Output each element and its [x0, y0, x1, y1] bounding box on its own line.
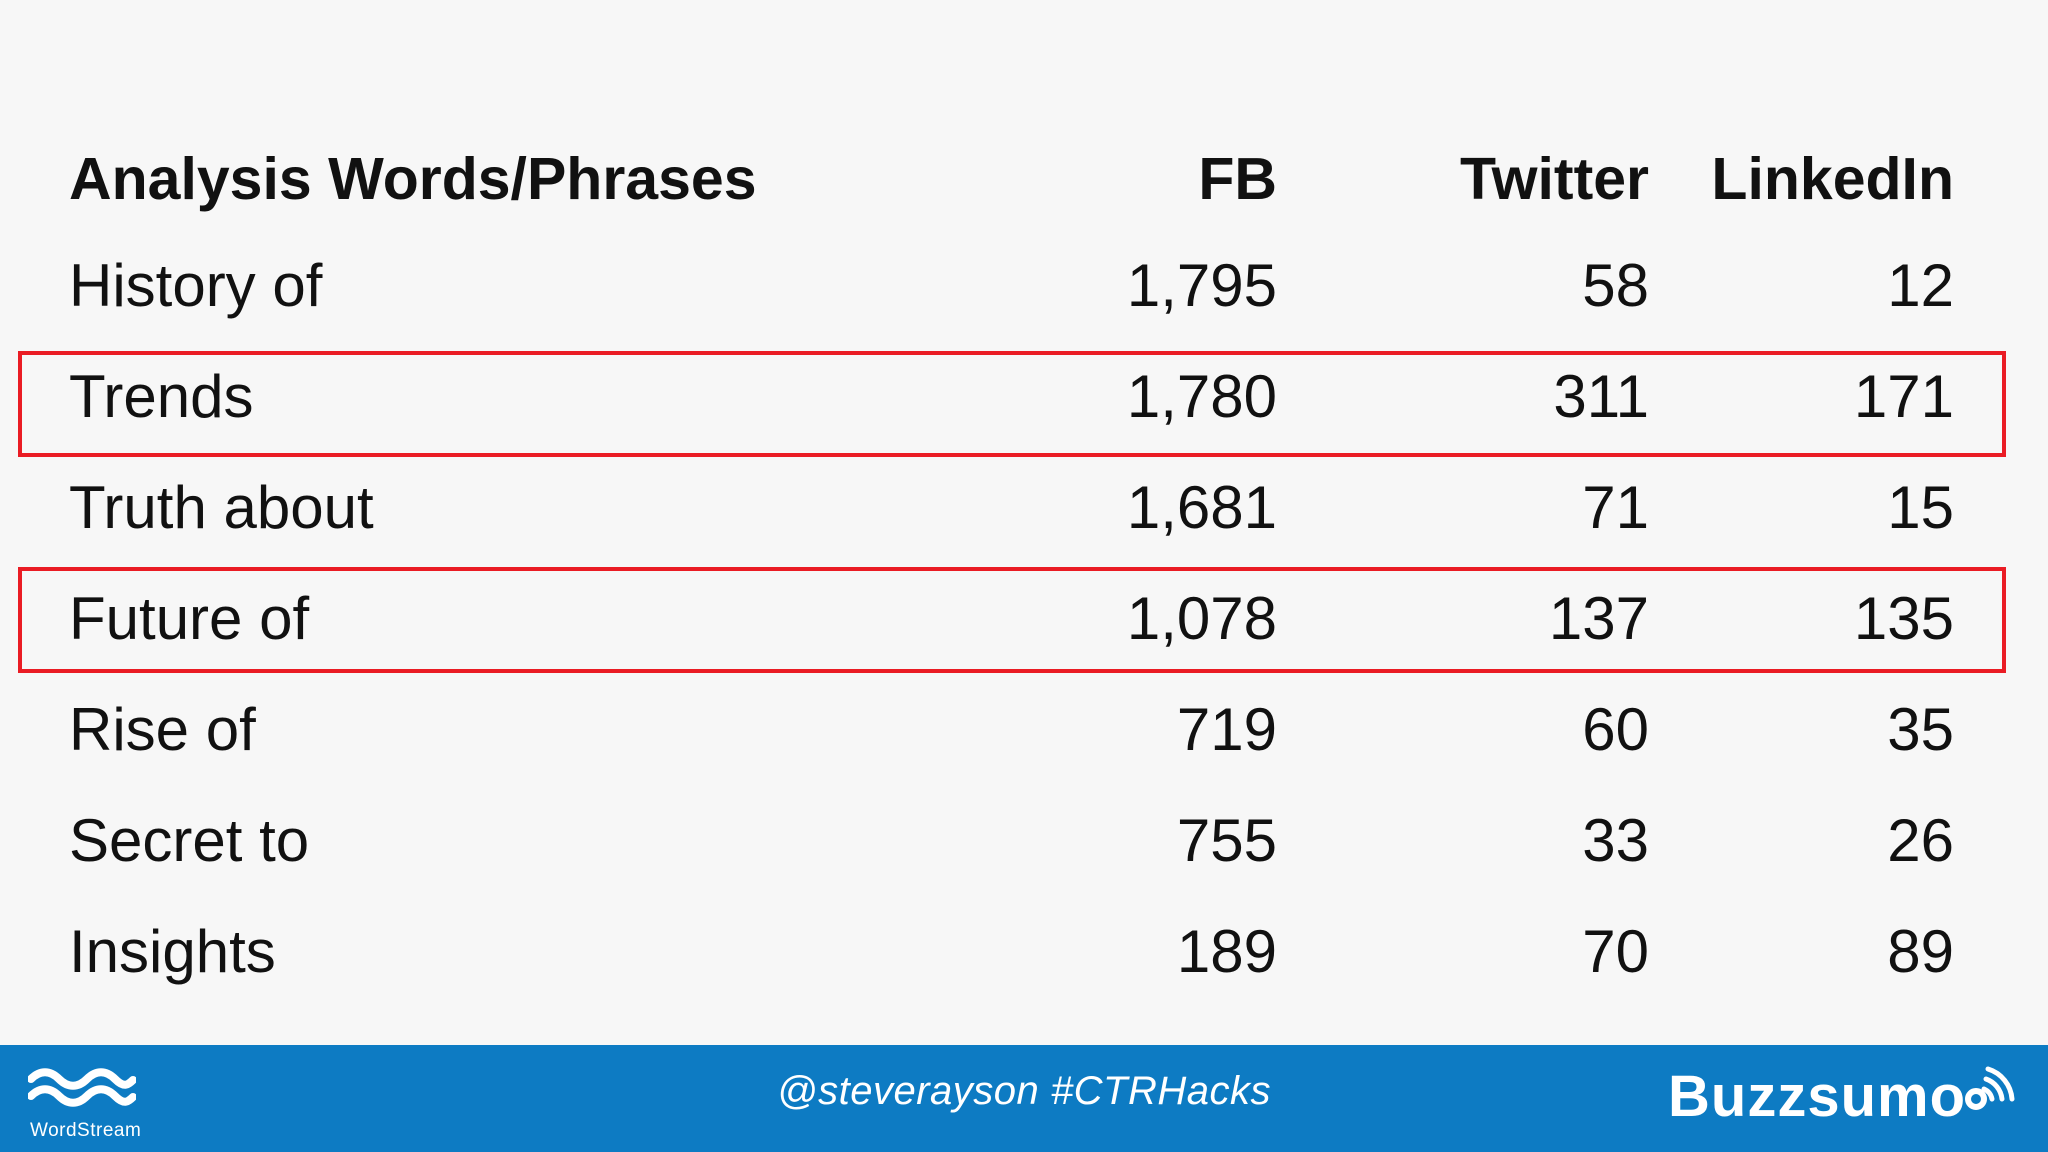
- fb-cell: 1,078: [1126, 584, 1277, 652]
- phrase-cell: Insights: [69, 917, 276, 985]
- fb-cell: 1,795: [1126, 251, 1277, 319]
- fb-cell: 189: [1176, 917, 1277, 985]
- linkedin-cell: 15: [1887, 473, 1954, 541]
- phrase-cell: Future of: [69, 584, 310, 652]
- twitter-cell: 70: [1582, 917, 1649, 985]
- fb-cell: 1,681: [1126, 473, 1277, 541]
- phrase-cell: History of: [69, 251, 323, 319]
- header-fb: FB: [1198, 146, 1277, 212]
- linkedin-cell: 12: [1887, 251, 1954, 319]
- twitter-cell: 311: [1553, 362, 1649, 430]
- linkedin-cell: 89: [1887, 917, 1954, 985]
- phrase-cell: Trends: [69, 362, 254, 430]
- wordstream-logo: WordStream: [27, 1062, 143, 1142]
- buzzsumo-logo: Buzzsumo: [1668, 1061, 2016, 1133]
- linkedin-cell: 35: [1887, 695, 1954, 763]
- phrase-cell: Secret to: [69, 806, 310, 874]
- header-twitter: Twitter: [1459, 146, 1649, 212]
- fb-cell: 1,780: [1126, 362, 1277, 430]
- table-row: Future of 1,078 137 135: [69, 563, 1954, 674]
- phrase-cell: Truth about: [69, 473, 374, 541]
- twitter-cell: 71: [1582, 473, 1649, 541]
- fb-cell: 719: [1176, 695, 1277, 763]
- fb-cell: 755: [1176, 806, 1277, 874]
- signal-icon: [1965, 1066, 2015, 1110]
- header-linkedin: LinkedIn: [1711, 146, 1954, 212]
- twitter-cell: 33: [1582, 806, 1649, 874]
- slide-area: Analysis Words/Phrases FB Twitter Linked…: [18, 129, 2006, 1007]
- twitter-cell: 137: [1548, 584, 1649, 652]
- table-row: History of 1,795 58 12: [69, 230, 1954, 341]
- phrase-cell: Rise of: [69, 695, 256, 763]
- header-phrases: Analysis Words/Phrases: [69, 146, 757, 212]
- twitter-cell: 60: [1582, 695, 1649, 763]
- linkedin-cell: 26: [1887, 806, 1954, 874]
- footer-handle-text: @steverayson #CTRHacks: [777, 1069, 1271, 1113]
- table-row: Trends 1,780 311 171: [69, 341, 1954, 452]
- linkedin-cell: 135: [1853, 584, 1954, 652]
- table-row: Insights 189 70 89: [69, 896, 1954, 1007]
- wordstream-label: WordStream: [30, 1120, 142, 1141]
- table-row: Rise of 719 60 35: [69, 674, 1954, 785]
- linkedin-cell: 171: [1853, 362, 1954, 430]
- wave-logo-icon: [27, 1068, 137, 1107]
- footer-bar: WordStream @steverayson #CTRHacks Buzzsu…: [0, 1045, 2048, 1152]
- buzzsumo-label: Buzzsumo: [1668, 1064, 1966, 1129]
- table-row: Secret to 755 33 26: [69, 785, 1954, 896]
- table-header-row: Analysis Words/Phrases FB Twitter Linked…: [69, 129, 1954, 230]
- table-row: Truth about 1,681 71 15: [69, 452, 1954, 563]
- analysis-table: Analysis Words/Phrases FB Twitter Linked…: [69, 129, 1954, 1007]
- twitter-cell: 58: [1582, 251, 1649, 319]
